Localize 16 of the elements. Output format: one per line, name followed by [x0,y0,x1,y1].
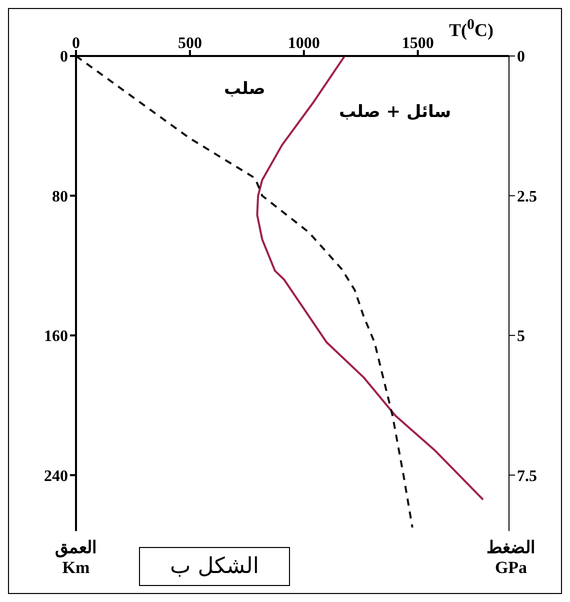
y-tick-label: 160 [44,328,68,346]
x-tick-label: 0 [72,35,80,52]
y-tick-label: 80 [52,188,68,206]
text: الشكل ب [139,547,290,586]
annotation: صلب [224,79,266,99]
y2-tick-label: 2.5 [517,188,537,206]
x-tick-label: 500 [178,35,202,52]
annotation: سائل + صلب [339,102,452,122]
y2-tick-label: 7.5 [517,468,537,485]
y2-tick-label: 5 [517,328,525,346]
y-tick-label: 0 [60,48,68,66]
y-tick-label: 240 [44,468,68,485]
x-tick-label: 1000 [288,35,320,52]
y2-tick-label: 0 [517,48,525,66]
x-tick-label: 1500 [402,35,434,52]
x-axis-title: T($^{0}$C) [449,17,494,41]
